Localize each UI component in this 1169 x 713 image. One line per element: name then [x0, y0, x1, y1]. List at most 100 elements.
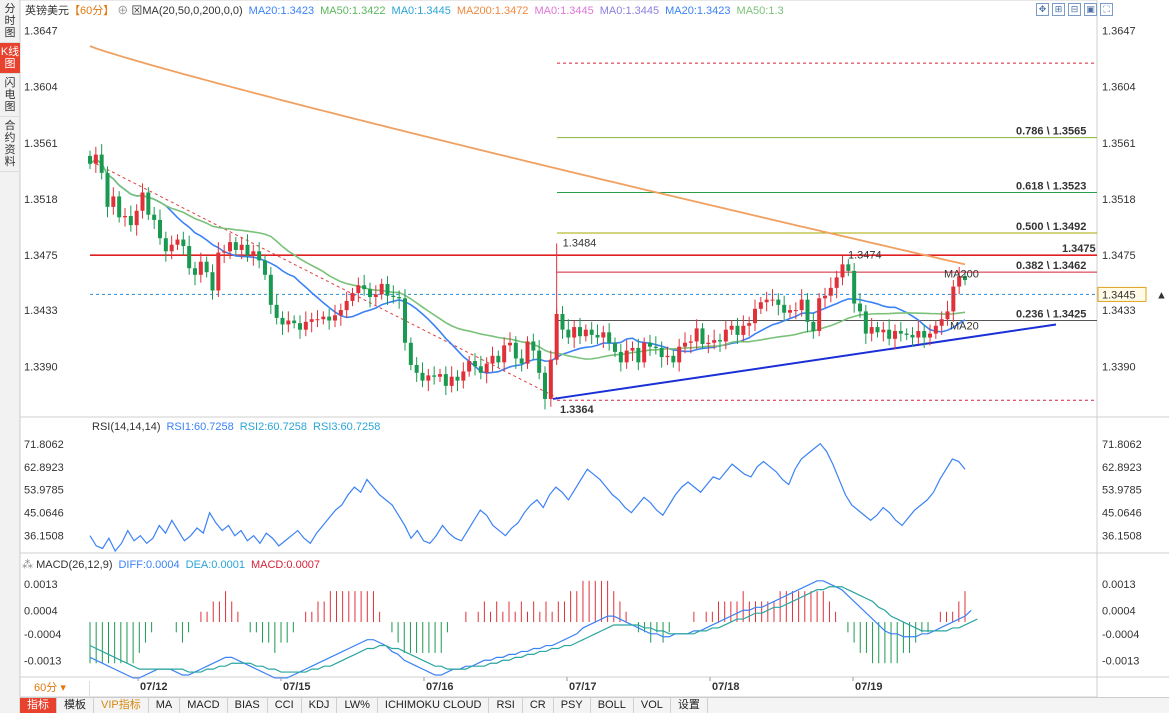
macd-tick-label-right: 0.0013 — [1102, 579, 1136, 591]
candle — [764, 291, 769, 312]
resistance-label: 1.3475 — [1062, 243, 1096, 255]
candle — [578, 317, 582, 345]
indicator-tab[interactable]: MACD — [180, 698, 228, 713]
axes: 1.3647 1.3647 1.3604 1.3604 1.3561 1.3561 1.35… — [24, 25, 1136, 693]
legend-ma-item: MA50:1.3 — [737, 5, 784, 17]
legend-toggle-icon[interactable]: ⊠ — [131, 5, 142, 17]
indicator-tab[interactable]: 设置 — [671, 698, 708, 713]
candle — [548, 350, 553, 407]
candle — [152, 206, 157, 230]
candle — [292, 315, 297, 329]
candle — [338, 303, 343, 326]
low-price-label: 1.3364 — [560, 404, 595, 416]
price-tick-label-right: 1.3390 — [1102, 361, 1136, 373]
indicator-tab[interactable]: 指标 — [20, 698, 57, 713]
indicator-tab[interactable]: RSI — [489, 698, 523, 713]
legend-ma-item: MA20:1.3423 — [249, 5, 314, 17]
fullscreen-icon[interactable]: ⛶ — [1100, 3, 1113, 16]
candle — [158, 209, 162, 245]
date-tick-label: 07/18 — [712, 681, 740, 693]
zoom-in-icon[interactable]: ⊞ — [1052, 3, 1065, 16]
candle — [543, 366, 547, 410]
candle — [753, 299, 757, 331]
macd-dea-label: DEA:0.0001 — [186, 559, 245, 571]
price-labels: 0.786 \ 1.3565 0.618 \ 1.3523 0.500 \ 1.34… — [560, 126, 1167, 417]
candle — [834, 270, 839, 299]
legend-ma-item: MA20:1.3423 — [665, 5, 730, 17]
macd-settings-icon[interactable]: ⁂ — [22, 559, 36, 571]
overlays — [90, 62, 1097, 401]
candle — [665, 346, 670, 365]
rsi1-label: RSI1:60.7258 — [166, 421, 233, 433]
rsi-tick-label-right: 45.0646 — [1102, 508, 1142, 520]
macd-tick-label-left: 0.0004 — [24, 605, 58, 617]
tab-flash[interactable]: 闪电图 — [0, 74, 20, 117]
indicator-tab[interactable]: CR — [523, 698, 554, 713]
legend-settings-icon[interactable]: ⊕ — [114, 5, 131, 17]
candle — [473, 353, 477, 376]
indicator-tab[interactable]: VIP指标 — [94, 698, 149, 713]
pan-icon[interactable]: ✥ — [1036, 3, 1049, 16]
candle — [683, 332, 687, 354]
tab-contract-info[interactable]: 合约资料 — [0, 117, 20, 172]
indicator-tab[interactable]: BIAS — [228, 698, 268, 713]
candle — [875, 321, 880, 338]
candle — [688, 334, 693, 354]
indicator-tab[interactable]: PSY — [554, 698, 591, 713]
plot-frame — [20, 0, 1098, 697]
candle — [624, 340, 629, 369]
period-selector[interactable]: 60分 ▾ — [20, 681, 90, 696]
tab-time-share[interactable]: 分时图 — [0, 0, 20, 43]
candle — [595, 324, 600, 345]
candle — [321, 311, 326, 325]
candle — [642, 337, 647, 368]
macd-title: MACD(26,12,9) — [36, 559, 112, 571]
rsi-legend: RSI(14,14,14) RSI1:60.7258 RSI2:60.7258 RSI… — [92, 421, 380, 433]
rsi-line — [89, 442, 966, 553]
candle — [933, 320, 938, 339]
indicator-tab[interactable]: VOL — [634, 698, 671, 713]
candle — [333, 304, 337, 328]
candle — [309, 312, 314, 333]
indicator-tab[interactable]: BOLL — [591, 698, 634, 713]
candle — [111, 187, 116, 215]
candle — [298, 315, 302, 339]
indicator-tab[interactable]: LW% — [337, 698, 378, 713]
candle — [904, 328, 909, 341]
indicator-tab[interactable]: KDJ — [302, 698, 338, 713]
candle — [216, 242, 221, 298]
candle — [852, 263, 857, 313]
price-tick-label-right: 1.3518 — [1102, 194, 1136, 206]
candle — [858, 293, 862, 318]
candles — [88, 144, 967, 410]
price-tick-label-left: 1.3561 — [24, 138, 58, 150]
kline-chart[interactable]: 0.786 \ 1.3565 0.618 \ 1.3523 0.500 \ 1.34… — [20, 0, 1169, 697]
candle — [193, 261, 197, 286]
fib-level-label: 0.382 \ 1.3462 — [1016, 260, 1086, 272]
candle — [274, 294, 279, 325]
candle — [525, 336, 530, 369]
fib-level-label: 0.618 \ 1.3523 — [1016, 180, 1086, 192]
candle — [99, 144, 104, 180]
ma50-line — [89, 158, 966, 360]
indicator-tab[interactable]: CCI — [268, 698, 302, 713]
macd-tick-label-left: -0.0013 — [24, 655, 61, 667]
macd-dea-line — [89, 586, 978, 673]
candle — [140, 183, 145, 219]
price-tick-label-left: 1.3433 — [24, 305, 58, 317]
candle — [490, 346, 495, 372]
candle — [508, 332, 512, 352]
macd-tick-label-right: -0.0013 — [1102, 655, 1139, 667]
candle — [951, 280, 956, 322]
fit-icon[interactable]: ▣ — [1084, 3, 1097, 16]
indicator-tab[interactable]: ICHIMOKU CLOUD — [378, 698, 490, 713]
candle — [414, 357, 419, 382]
candle — [146, 187, 151, 220]
tab-kline[interactable]: K线图 — [0, 43, 20, 74]
macd-tick-label-right: -0.0004 — [1102, 629, 1139, 641]
indicator-tab[interactable]: MA — [149, 698, 181, 713]
zoom-out-icon[interactable]: ⊟ — [1068, 3, 1081, 16]
indicator-tab[interactable]: 模板 — [57, 698, 94, 713]
candle — [945, 300, 950, 326]
candle — [630, 341, 635, 362]
